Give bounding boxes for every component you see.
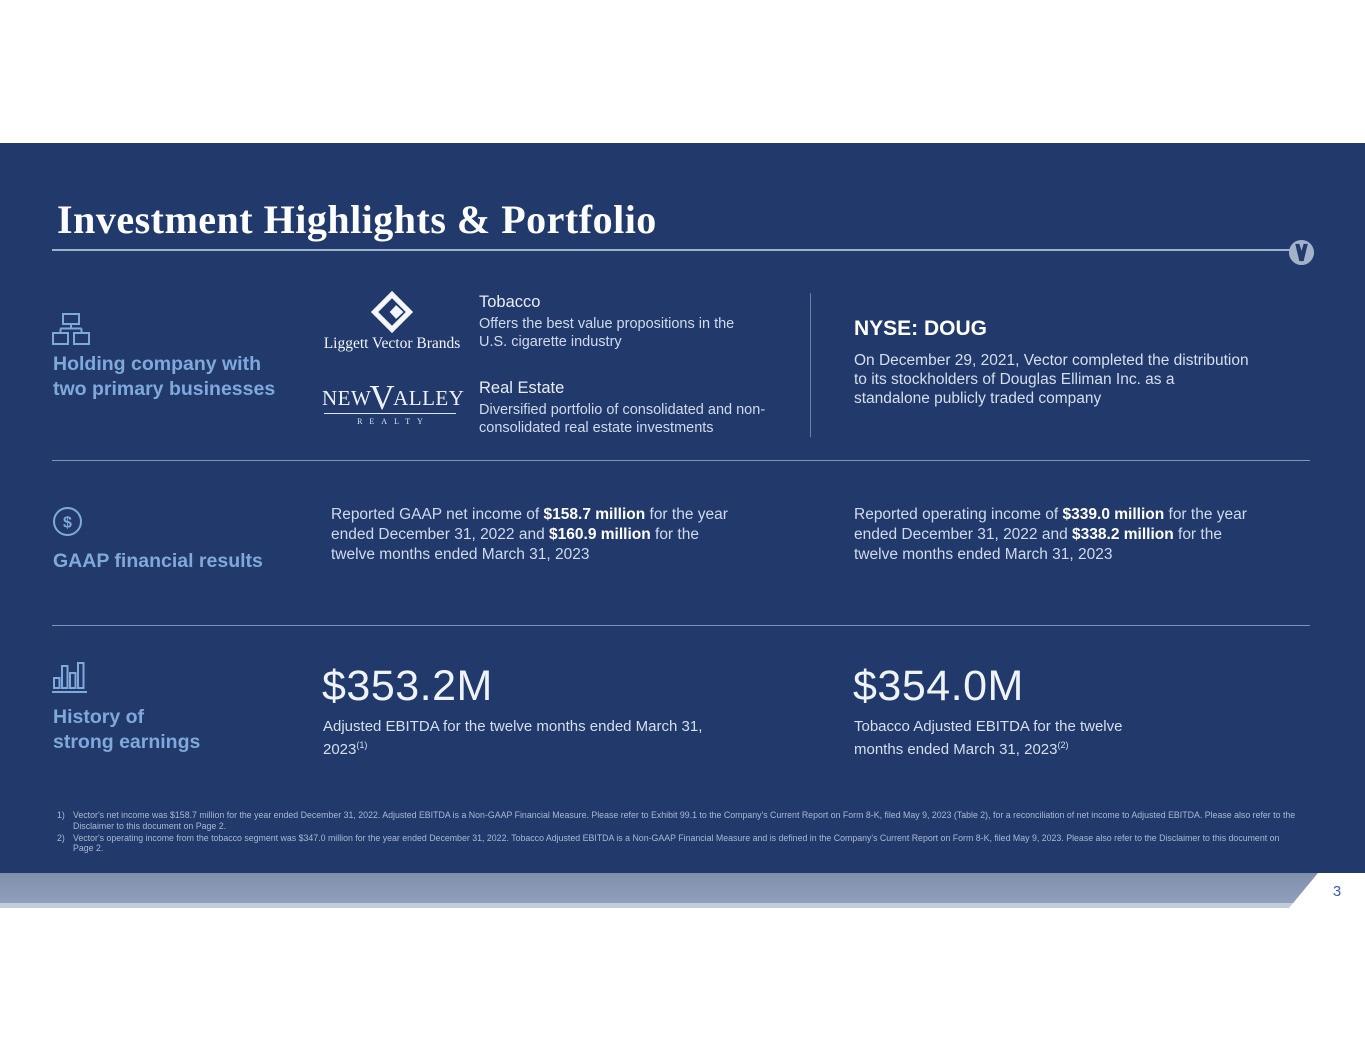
earnings-label-line2: strong earnings — [53, 731, 201, 753]
adjusted-ebitda-amount: $353.2M — [322, 662, 493, 710]
tobacco-adjusted-ebitda-caption: Tobacco Adjusted EBITDA for the twelve m… — [854, 718, 1123, 758]
holding-label-line2: two primary businesses — [53, 378, 276, 400]
footnotes: 1) Vector's net income was $158.7 millio… — [57, 810, 1297, 855]
holding-company-label: Holding company with two primary busines… — [53, 352, 313, 402]
footer-accent-bar — [0, 873, 1318, 908]
gaap-net-income-paragraph: Reported GAAP net income of $158.7 milli… — [331, 506, 728, 563]
new-valley-realty-logo: NEWVALLEY REALTY — [322, 378, 465, 426]
footnote-1-text: Vector's net income was $158.7 million f… — [73, 810, 1296, 831]
vector-v-logo-icon — [1288, 239, 1315, 266]
holding-label-line1: Holding company with — [53, 353, 261, 375]
adjusted-ebitda-caption: Adjusted EBITDA for the twelve months en… — [323, 718, 703, 758]
new-valley-wordmark: NEWVALLEY — [322, 378, 465, 417]
svg-text:$: $ — [63, 515, 72, 532]
footnote-2-number: 2) — [57, 832, 65, 843]
gaap-operating-income-paragraph: Reported operating income of $339.0 mill… — [854, 506, 1247, 563]
vertical-divider — [810, 293, 811, 437]
title-underline — [52, 249, 1290, 251]
footnote-1-number: 1) — [57, 810, 65, 820]
section-divider-2 — [52, 625, 1310, 626]
page-title: Investment Highlights & Portfolio — [57, 197, 657, 242]
footnote-2-text: Vector's operating income from the tobac… — [73, 832, 1280, 854]
earnings-label-line1: History of — [53, 706, 145, 728]
org-chart-icon — [52, 313, 90, 346]
liggett-diamond-icon — [370, 290, 414, 334]
nyse-ticker-heading: NYSE: DOUG — [854, 317, 988, 340]
tobacco-adjusted-ebitda-amount: $354.0M — [853, 662, 1024, 710]
real-estate-description: Diversified portfolio of consolidated an… — [479, 402, 766, 436]
footnote-1: 1) Vector's net income was $158.7 millio… — [57, 810, 1297, 832]
tobacco-heading: Tobacco — [479, 293, 541, 311]
new-valley-big-v: V — [369, 378, 396, 417]
tobacco-description: Offers the best value propositions in th… — [479, 316, 735, 350]
slide-background — [0, 143, 1365, 873]
liggett-logo-text: Liggett Vector Brands — [323, 335, 461, 352]
strong-earnings-label: History of strong earnings — [53, 705, 293, 755]
real-estate-heading: Real Estate — [479, 379, 565, 397]
bar-chart-icon — [52, 661, 87, 694]
new-valley-rule — [324, 413, 456, 414]
gaap-results-label: GAAP financial results — [53, 550, 263, 572]
nyse-description: On December 29, 2021, Vector completed t… — [854, 352, 1249, 407]
footnote-2: 2) Vector's operating income from the to… — [57, 833, 1297, 855]
section-divider-1 — [52, 460, 1310, 461]
page-number: 3 — [1332, 883, 1342, 900]
new-valley-realty-text: REALTY — [357, 417, 430, 426]
liggett-vector-brands-logo: Liggett Vector Brands — [322, 290, 462, 353]
dollar-circle-icon: $ — [52, 506, 83, 537]
